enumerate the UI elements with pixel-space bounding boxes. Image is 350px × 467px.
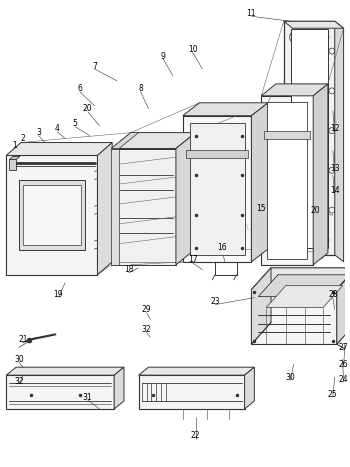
Circle shape <box>317 234 329 246</box>
Polygon shape <box>337 268 350 344</box>
Circle shape <box>252 171 260 179</box>
Polygon shape <box>251 268 350 290</box>
Polygon shape <box>251 268 271 344</box>
Circle shape <box>290 234 301 246</box>
Circle shape <box>290 31 301 43</box>
Text: 15: 15 <box>257 204 266 212</box>
Polygon shape <box>251 290 337 344</box>
Polygon shape <box>139 367 254 375</box>
Polygon shape <box>261 84 328 96</box>
Polygon shape <box>245 367 254 409</box>
Polygon shape <box>183 103 268 116</box>
Text: 29: 29 <box>142 305 151 314</box>
Text: 16: 16 <box>217 243 227 253</box>
Text: 22: 22 <box>191 432 200 440</box>
Polygon shape <box>98 142 112 275</box>
Polygon shape <box>9 159 16 170</box>
Polygon shape <box>266 286 343 308</box>
Polygon shape <box>23 185 81 245</box>
Circle shape <box>318 154 328 163</box>
Circle shape <box>316 251 324 259</box>
Polygon shape <box>186 150 248 158</box>
Text: 9: 9 <box>161 51 166 61</box>
Circle shape <box>252 244 260 252</box>
Text: 18: 18 <box>124 265 134 274</box>
Polygon shape <box>284 21 335 255</box>
Text: 30: 30 <box>286 373 295 382</box>
Text: 7: 7 <box>92 62 97 71</box>
Circle shape <box>329 167 335 173</box>
Text: 19: 19 <box>54 290 63 299</box>
Text: 20: 20 <box>310 205 320 215</box>
Text: 28: 28 <box>328 290 337 299</box>
Polygon shape <box>6 367 124 375</box>
Text: 1: 1 <box>12 141 16 150</box>
Text: 23: 23 <box>210 297 220 306</box>
Polygon shape <box>6 142 112 156</box>
Polygon shape <box>111 149 176 265</box>
Polygon shape <box>139 375 245 409</box>
Text: 32: 32 <box>14 376 24 386</box>
Polygon shape <box>313 84 328 265</box>
Circle shape <box>139 195 148 205</box>
Polygon shape <box>335 21 344 262</box>
Text: 20: 20 <box>83 104 92 113</box>
Polygon shape <box>290 29 328 248</box>
Text: 32: 32 <box>142 325 151 334</box>
Polygon shape <box>19 180 85 250</box>
Polygon shape <box>111 149 119 265</box>
Circle shape <box>316 102 324 110</box>
Text: 14: 14 <box>330 186 339 195</box>
Polygon shape <box>111 133 139 149</box>
Circle shape <box>252 211 260 219</box>
Text: 12: 12 <box>330 124 339 133</box>
Text: 26: 26 <box>339 360 348 369</box>
Polygon shape <box>111 133 196 149</box>
Polygon shape <box>251 103 268 262</box>
Polygon shape <box>261 96 313 265</box>
Circle shape <box>139 233 148 243</box>
Polygon shape <box>114 367 124 409</box>
Circle shape <box>318 104 328 114</box>
Polygon shape <box>267 102 307 259</box>
Circle shape <box>139 157 148 167</box>
Polygon shape <box>6 375 114 409</box>
Circle shape <box>329 207 335 213</box>
Text: 13: 13 <box>330 164 339 173</box>
Text: 30: 30 <box>14 355 24 364</box>
Polygon shape <box>6 156 98 275</box>
Text: 8: 8 <box>138 85 143 93</box>
Circle shape <box>329 127 335 134</box>
Text: 25: 25 <box>328 389 338 398</box>
Polygon shape <box>183 116 251 262</box>
Circle shape <box>329 48 335 54</box>
Polygon shape <box>284 21 344 28</box>
Text: 21: 21 <box>18 335 28 344</box>
Text: 17: 17 <box>188 255 197 264</box>
Text: 3: 3 <box>36 128 41 137</box>
Text: 24: 24 <box>339 375 348 383</box>
Polygon shape <box>264 131 310 139</box>
Text: 10: 10 <box>188 45 197 54</box>
Circle shape <box>316 201 324 209</box>
Polygon shape <box>9 156 20 159</box>
Circle shape <box>317 31 329 43</box>
Text: 2: 2 <box>21 134 25 143</box>
Circle shape <box>329 88 335 94</box>
Polygon shape <box>258 275 350 297</box>
Polygon shape <box>176 133 196 265</box>
Text: 5: 5 <box>72 119 77 128</box>
Text: 11: 11 <box>247 9 256 18</box>
Text: 4: 4 <box>55 124 60 133</box>
Circle shape <box>252 134 260 142</box>
Text: 27: 27 <box>339 343 348 352</box>
Polygon shape <box>190 123 245 255</box>
Circle shape <box>316 151 324 159</box>
Text: 31: 31 <box>83 393 92 402</box>
Text: 6: 6 <box>77 85 82 93</box>
